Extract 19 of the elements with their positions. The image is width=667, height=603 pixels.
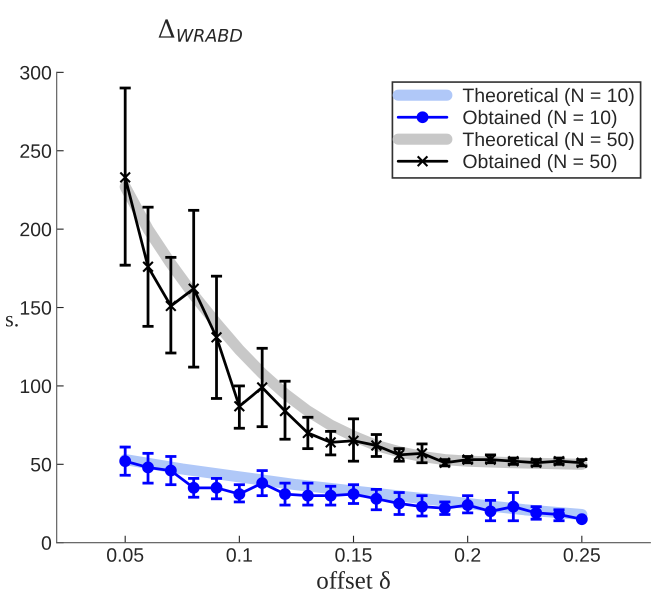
legend-label: Obtained (N = 10): [463, 110, 616, 128]
legend-label: Obtained (N = 50): [463, 154, 616, 172]
x-tick-label: 0.25: [564, 548, 600, 562]
y-tick-label: 150: [20, 301, 52, 315]
chart-title: Δ$_{WRABD}$: [158, 19, 242, 42]
x-tick-label: 0.05: [107, 548, 144, 562]
y-tick-label: 100: [20, 379, 52, 394]
y-tick-label: 300: [20, 66, 52, 80]
x-tick-label: 0.2: [454, 548, 480, 562]
legend-label: Theoretical (N = 50): [462, 132, 634, 150]
y-axis-title: s.: [6, 316, 18, 327]
legend-label: Theoretical (N = 10): [462, 88, 634, 106]
y-tick-label: 50: [30, 458, 52, 472]
x-tick-label: 0.1: [226, 548, 252, 562]
x-tick-label: 0.15: [335, 548, 372, 562]
x-axis-title: offset δ: [317, 570, 390, 589]
y-tick-label: 0: [42, 536, 52, 550]
y-tick-label: 250: [20, 144, 52, 158]
y-tick-label: 200: [20, 222, 52, 236]
